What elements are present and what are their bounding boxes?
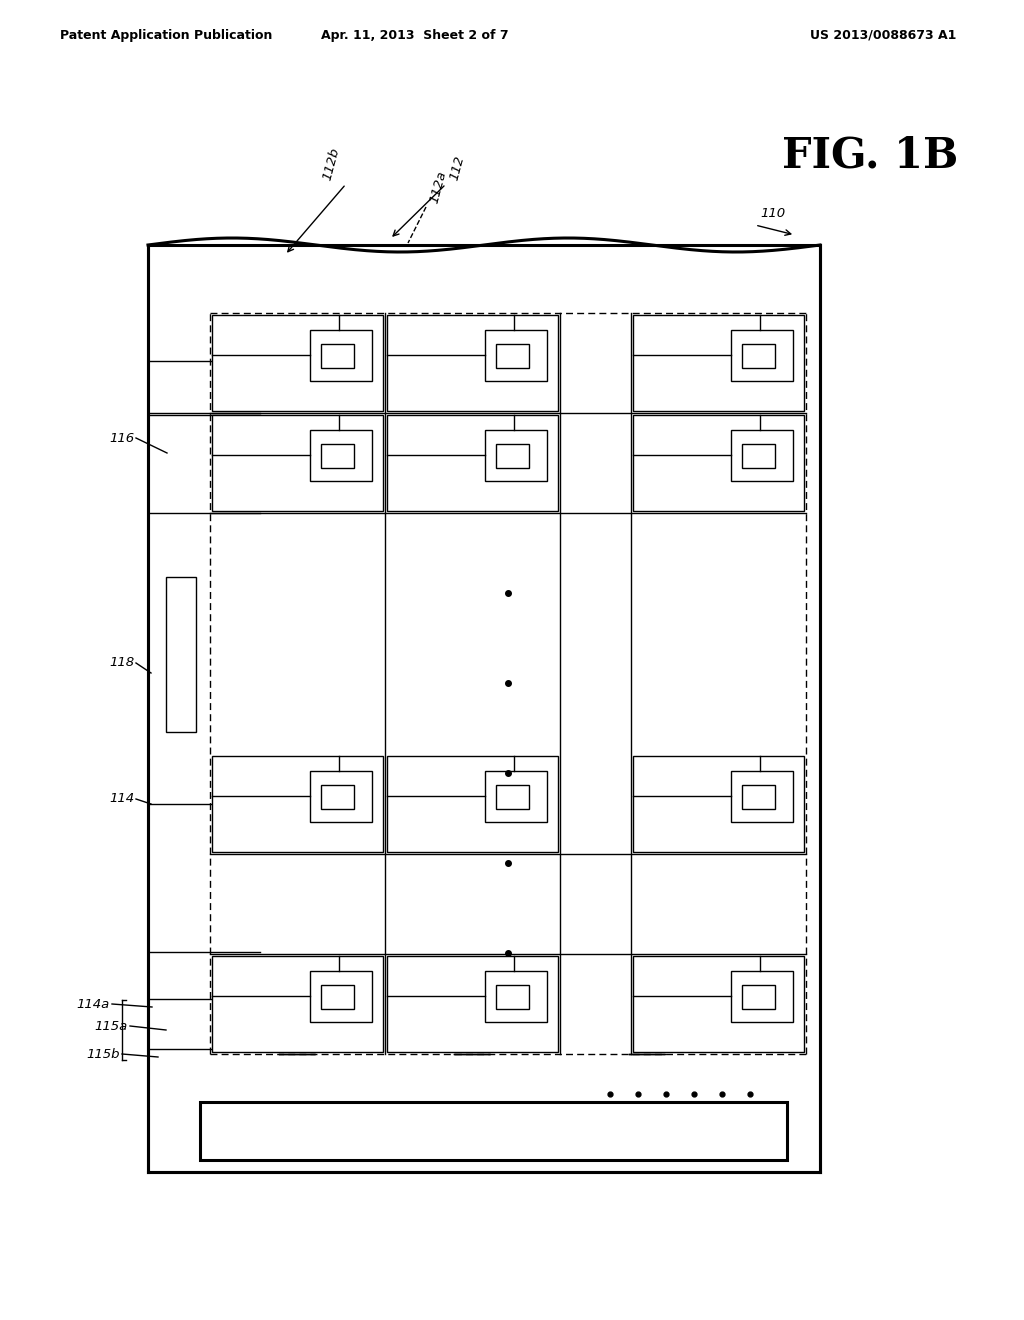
Bar	[485, 429, 547, 480]
Bar	[321, 345, 354, 368]
Bar	[742, 345, 775, 368]
Bar	[485, 330, 547, 380]
Text: 110: 110	[760, 207, 785, 220]
Bar	[310, 429, 372, 480]
Bar	[212, 756, 383, 851]
Bar	[742, 445, 775, 467]
Text: 114a: 114a	[77, 998, 110, 1011]
Bar	[212, 956, 383, 1052]
Text: 112a: 112a	[428, 169, 450, 205]
Text: 114: 114	[109, 792, 134, 805]
Text: 115b: 115b	[86, 1048, 120, 1060]
Bar	[148, 246, 820, 1172]
Bar	[742, 985, 775, 1008]
Bar	[387, 414, 558, 511]
Bar	[321, 785, 354, 809]
Text: Apr. 11, 2013  Sheet 2 of 7: Apr. 11, 2013 Sheet 2 of 7	[322, 29, 509, 41]
Text: 116: 116	[109, 432, 134, 445]
Bar	[742, 785, 775, 809]
Text: 112: 112	[449, 154, 467, 182]
Text: 118: 118	[109, 656, 134, 669]
Bar	[496, 445, 528, 467]
Bar	[387, 756, 558, 851]
Bar	[731, 970, 793, 1022]
Text: 115a: 115a	[95, 1019, 128, 1032]
Bar	[731, 330, 793, 380]
Text: 112b: 112b	[321, 147, 342, 182]
Bar	[633, 414, 804, 511]
Bar	[310, 330, 372, 380]
Bar	[496, 785, 528, 809]
Text: FIG. 1B: FIG. 1B	[782, 135, 958, 176]
Bar	[387, 956, 558, 1052]
Bar	[633, 756, 804, 851]
Bar	[633, 315, 804, 411]
Bar	[310, 970, 372, 1022]
Bar	[485, 771, 547, 821]
Text: Patent Application Publication: Patent Application Publication	[60, 29, 272, 41]
Bar	[321, 445, 354, 467]
Bar	[496, 985, 528, 1008]
Bar	[387, 315, 558, 411]
Bar	[200, 1102, 787, 1160]
Bar	[212, 414, 383, 511]
Bar	[633, 956, 804, 1052]
Bar	[731, 771, 793, 821]
Bar	[166, 577, 196, 733]
Bar	[321, 985, 354, 1008]
Bar	[485, 970, 547, 1022]
Text: US 2013/0088673 A1: US 2013/0088673 A1	[810, 29, 956, 41]
Bar	[310, 771, 372, 821]
Bar	[496, 345, 528, 368]
Bar	[212, 315, 383, 411]
Bar	[731, 429, 793, 480]
